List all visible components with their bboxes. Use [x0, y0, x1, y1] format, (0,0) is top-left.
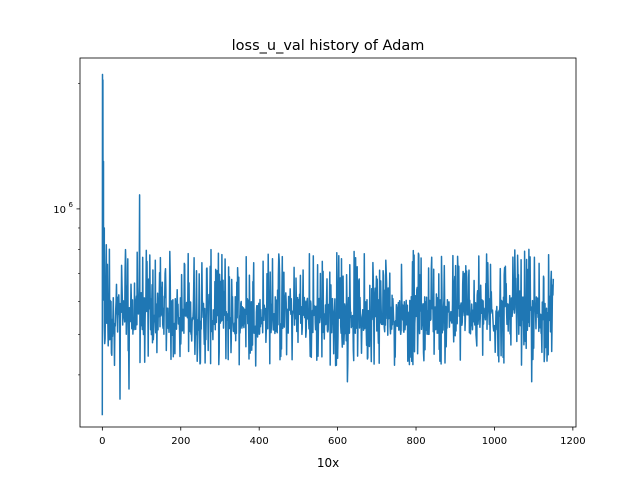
axes-layer: 0 200 400 600 800 1000 1200 10 6	[53, 57, 586, 447]
x-tick-label: 800	[406, 436, 425, 447]
x-tick-label: 200	[171, 436, 190, 447]
plot-frame	[79, 57, 577, 428]
x-tick-label: 0	[99, 436, 105, 447]
series-layer	[101, 73, 555, 416]
series-line	[101, 73, 555, 416]
x-tick-label: 400	[250, 436, 269, 447]
chart-title: loss_u_val history of Adam	[232, 38, 425, 54]
y-tick-label: 10	[53, 205, 66, 216]
y-tick-exponent: 6	[69, 201, 74, 209]
x-axis-label: 10x	[317, 456, 339, 470]
x-tick-label: 1000	[482, 436, 507, 447]
x-tick-label: 600	[328, 436, 347, 447]
x-tick-label: 1200	[560, 436, 585, 447]
